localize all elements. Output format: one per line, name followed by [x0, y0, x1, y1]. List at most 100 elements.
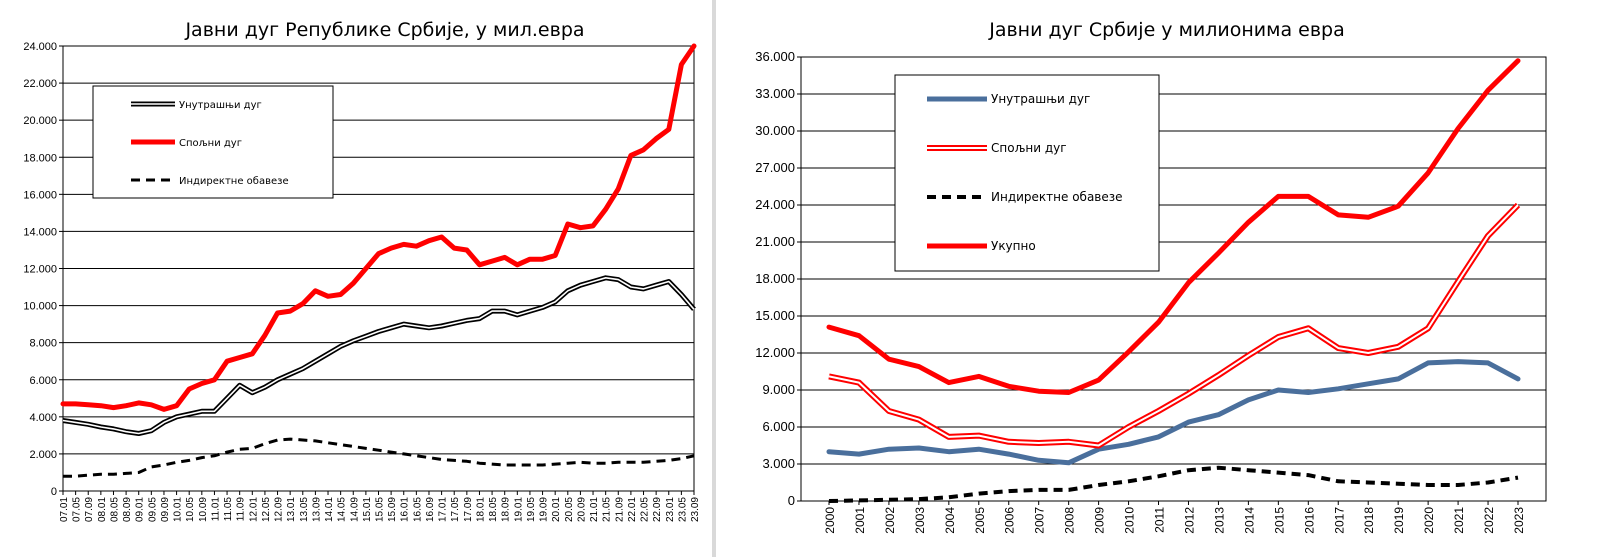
x-tick-label: 2011 — [1153, 507, 1167, 533]
series-line-1-inner — [828, 204, 1519, 447]
x-tick-label: 20.09 — [576, 497, 587, 522]
x-tick-label: 10.09 — [198, 497, 209, 522]
x-tick-label: 14.05 — [337, 497, 348, 522]
x-tick-label: 2002 — [883, 507, 897, 534]
legend-label: Унутрашњи дуг — [179, 100, 262, 111]
x-tick-label: 2015 — [1272, 507, 1286, 534]
x-tick-label: 11.01 — [210, 497, 221, 522]
legend-box — [894, 74, 1160, 272]
x-tick-label: 15.05 — [375, 497, 386, 522]
x-tick-label: 2023 — [1512, 507, 1526, 534]
series-line-0 — [826, 359, 1521, 466]
y-tick-label: 12.000 — [23, 264, 57, 276]
series-group — [60, 43, 697, 478]
x-tick-label: 21.01 — [589, 497, 600, 522]
x-tick-label: 20.01 — [551, 497, 562, 522]
y-tick-label: 33.000 — [755, 86, 795, 101]
x-tick-label: 15.01 — [362, 497, 373, 522]
x-tick-label: 14.01 — [324, 497, 335, 522]
y-tick-label: 3.000 — [762, 456, 795, 471]
x-tick-label: 16.05 — [412, 497, 423, 522]
x-tick-label: 13.01 — [286, 497, 297, 522]
x-tick-label: 2006 — [1003, 507, 1017, 534]
x-tick-label: 2017 — [1332, 507, 1346, 534]
x-tick-label: 19.05 — [526, 497, 537, 522]
chart-panel-right: Јавни дуг Србије у милионима евра 0 3.000 6… — [722, 0, 1600, 557]
x-tick-label: 17.09 — [463, 497, 474, 522]
y-tick-label: 10.000 — [23, 301, 57, 313]
y-tick-label: 36.000 — [755, 49, 795, 64]
y-tick-label: 12.000 — [755, 345, 795, 360]
x-tick-label: 23.05 — [677, 497, 688, 522]
y-tick-label: 18.000 — [755, 271, 795, 286]
y-tick-label: 24.000 — [755, 197, 795, 212]
x-tick-label: 17.01 — [438, 497, 449, 522]
x-tick-label: 19.09 — [539, 497, 550, 522]
x-tick-label: 07.01 — [59, 497, 70, 522]
x-tick-label: 08.09 — [122, 497, 133, 522]
x-tick-label: 09.01 — [135, 497, 146, 522]
x-tick-label: 2003 — [913, 507, 927, 534]
x-tick-label: 08.05 — [109, 497, 120, 522]
x-tick-label: 10.05 — [185, 497, 196, 522]
x-tick-label: 07.05 — [72, 497, 83, 522]
series-line-0-inner — [62, 276, 695, 435]
x-tick-label: 2005 — [973, 507, 987, 534]
y-tick-label: 22.000 — [23, 78, 57, 90]
x-tick-label: 2007 — [1033, 507, 1047, 534]
x-tick-label: 17.05 — [450, 497, 461, 522]
series-line-3 — [826, 58, 1521, 395]
x-tick-label: 15.09 — [387, 497, 398, 522]
y-tick-label: 24.000 — [23, 41, 57, 53]
x-tick-label: 2018 — [1362, 507, 1376, 534]
y-tick-label: 0 — [788, 493, 795, 508]
x-tick-label: 2021 — [1452, 507, 1466, 534]
chart-title: Јавни дуг Републике Србије, у мил.евра — [184, 19, 584, 41]
public-debt-monthly-chart: Јавни дуг Републике Србије, у мил.евра 0 2… — [23, 19, 701, 522]
x-tick-label: 11.09 — [236, 497, 247, 522]
x-tick-label: 16.09 — [425, 497, 436, 522]
y-tick-label: 20.000 — [23, 115, 57, 127]
y-tick-label: 8.000 — [29, 338, 57, 350]
legend-label: Унутрашњи дуг — [991, 92, 1090, 106]
x-tick-label: 12.09 — [274, 497, 285, 522]
x-tick-label: 11.05 — [223, 497, 234, 522]
x-tick-label: 2009 — [1093, 507, 1107, 534]
y-tick-label: 21.000 — [755, 234, 795, 249]
x-tick-label: 14.09 — [349, 497, 360, 522]
y-tick-label: 4.000 — [29, 412, 57, 424]
x-tick-label: 2012 — [1182, 507, 1196, 534]
x-tick-label: 23.01 — [665, 497, 676, 522]
x-tick-label: 2004 — [943, 507, 957, 534]
x-tick-label: 23.09 — [690, 497, 701, 522]
legend-label: Укупно — [991, 239, 1036, 253]
x-tick-label: 2014 — [1242, 507, 1256, 534]
x-tick-label: 2008 — [1063, 507, 1077, 534]
y-tick-label: 16.000 — [23, 189, 57, 201]
x-tick-label: 20.05 — [564, 497, 575, 522]
x-tick-label: 08.01 — [97, 497, 108, 522]
chart-title: Јавни дуг Србије у милионима евра — [988, 19, 1345, 41]
series-group — [826, 58, 1521, 503]
x-tick-label: 18.09 — [501, 497, 512, 522]
x-tick-label: 09.05 — [147, 497, 158, 522]
x-tick-label: 22.09 — [652, 497, 663, 522]
legend-label: Индиректне обавезе — [179, 176, 289, 187]
y-tick-label: 30.000 — [755, 123, 795, 138]
x-tick-label: 2000 — [823, 507, 837, 534]
x-tick-label: 16.01 — [400, 497, 411, 522]
legend-label: Индиректне обавезе — [991, 190, 1123, 204]
x-tick-label: 2019 — [1392, 507, 1406, 534]
x-tick-label: 2013 — [1212, 507, 1226, 534]
series-line-2 — [63, 437, 695, 478]
x-tick-label: 12.01 — [248, 497, 259, 522]
legend-label: Спољни дуг — [991, 141, 1067, 155]
x-tick-label: 2022 — [1482, 507, 1496, 534]
legend-label: Спољни дуг — [179, 138, 242, 149]
y-tick-label: 6.000 — [762, 419, 795, 434]
x-tick-label: 13.05 — [299, 497, 310, 522]
panel-divider — [712, 0, 716, 557]
x-tick-label: 18.05 — [488, 497, 499, 522]
y-tick-label: 2.000 — [29, 449, 57, 461]
public-debt-yearly-chart: Јавни дуг Србије у милионима евра 0 3.000 6… — [755, 19, 1547, 534]
